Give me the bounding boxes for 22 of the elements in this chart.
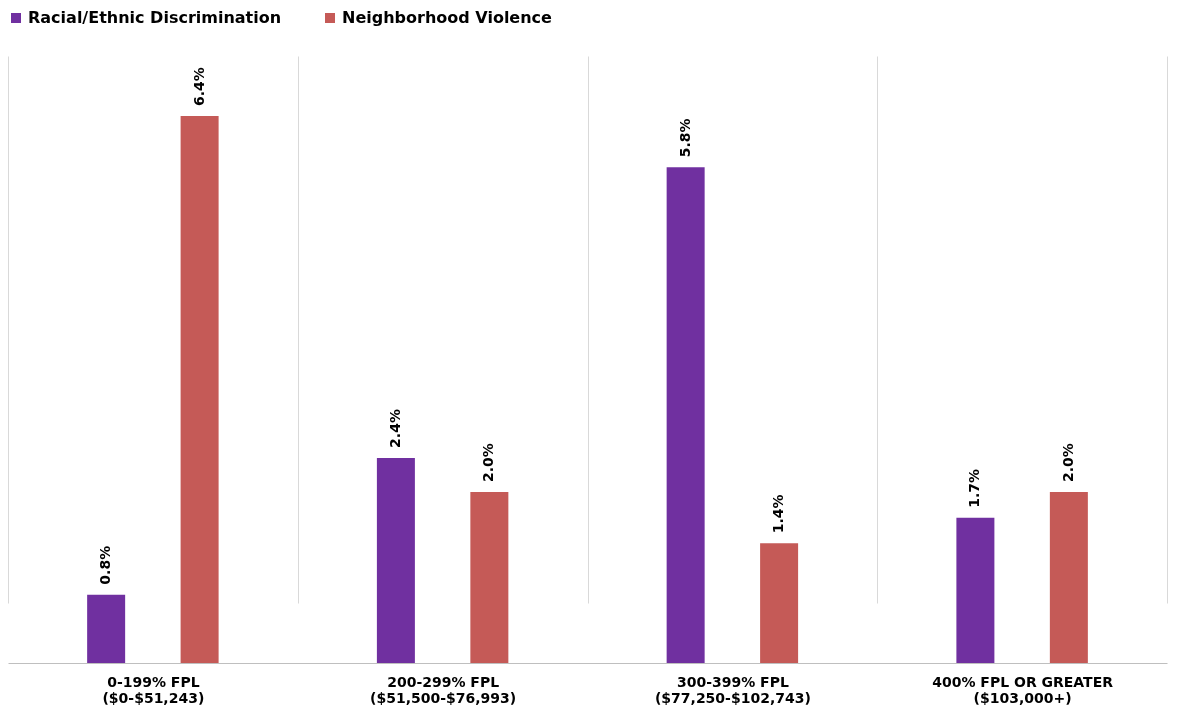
x-tick-label: 200-299% FPL ($51,500-$76,993) bbox=[370, 673, 517, 706]
bar bbox=[1049, 492, 1088, 663]
x-tick-label: 0-199% FPL ($0-$51,243) bbox=[102, 673, 205, 706]
bar bbox=[470, 492, 509, 663]
data-label: 2.4% bbox=[386, 409, 403, 448]
bar bbox=[956, 517, 995, 663]
bar bbox=[87, 594, 126, 663]
data-label: 2.0% bbox=[1059, 443, 1076, 483]
data-label: 1.4% bbox=[770, 494, 787, 534]
data-label: 1.7% bbox=[966, 468, 983, 508]
bar bbox=[376, 457, 415, 663]
data-label: 6.4% bbox=[190, 67, 207, 106]
data-label: 0.8% bbox=[97, 545, 114, 585]
data-label: 2.0% bbox=[480, 443, 497, 483]
legend-label: Neighborhood Violence bbox=[342, 8, 553, 27]
x-tick-label: 400% FPL OR GREATER ($103,000+) bbox=[932, 673, 1114, 706]
bar bbox=[760, 543, 799, 663]
legend-label: Racial/Ethnic Discrimination bbox=[28, 8, 282, 27]
bar bbox=[180, 116, 219, 663]
data-label: 5.8% bbox=[676, 118, 693, 158]
bar bbox=[666, 167, 705, 663]
x-tick-label: 300-399% FPL ($77,250-$102,743) bbox=[654, 673, 811, 706]
